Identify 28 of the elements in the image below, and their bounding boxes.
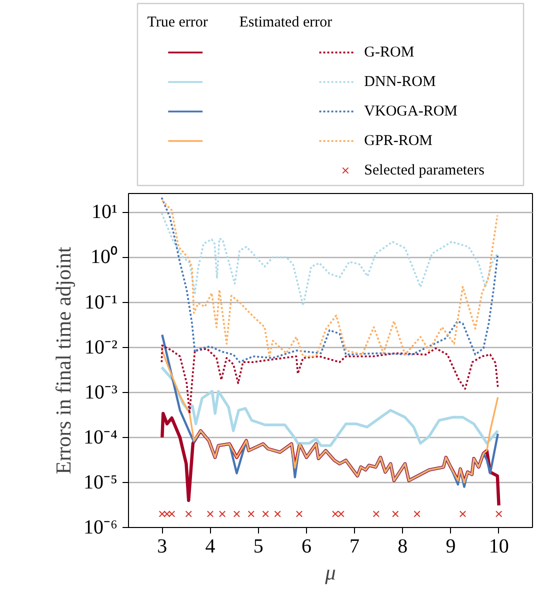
- line-series: [160, 344, 499, 414]
- y-axis-title: Errors in final time adjoint: [52, 246, 76, 474]
- y-tick-label: 10⁰: [90, 245, 118, 268]
- legend-label: G-ROM: [364, 44, 414, 60]
- y-tick-label: 10⁻¹: [84, 291, 118, 314]
- y-tick-label: 10⁻⁶: [84, 516, 118, 538]
- line-series: [160, 366, 500, 447]
- legend-label: DNN-ROM: [364, 74, 436, 90]
- x-tick-label: 6: [301, 536, 312, 558]
- legend-label: GPR-ROM: [364, 133, 433, 149]
- x-tick-label: 7: [350, 536, 360, 558]
- y-tick-label: 10⁻³: [84, 381, 118, 404]
- legend-label: Selected parameters: [364, 162, 485, 178]
- text: Estimated error: [239, 14, 332, 30]
- legend-label: VKOGA-ROM: [364, 104, 458, 120]
- text: True error: [147, 14, 208, 30]
- x-tick-label: 8: [398, 536, 408, 558]
- x-tick-label: 4: [205, 536, 216, 558]
- line-series: [160, 212, 498, 306]
- y-tick-label: 10⁻²: [84, 336, 118, 358]
- x-tick-label: 9: [446, 536, 456, 558]
- x-tick-label: 10: [488, 536, 509, 558]
- x-tick-label: 5: [253, 536, 264, 558]
- x-tick-label: 3: [157, 536, 168, 558]
- y-tick-label: 10⁻⁴: [84, 426, 118, 448]
- x-axis-title: μ: [324, 560, 336, 584]
- y-tick-label: 10⁻⁵: [84, 471, 118, 494]
- y-tick-label: 10¹: [92, 201, 118, 224]
